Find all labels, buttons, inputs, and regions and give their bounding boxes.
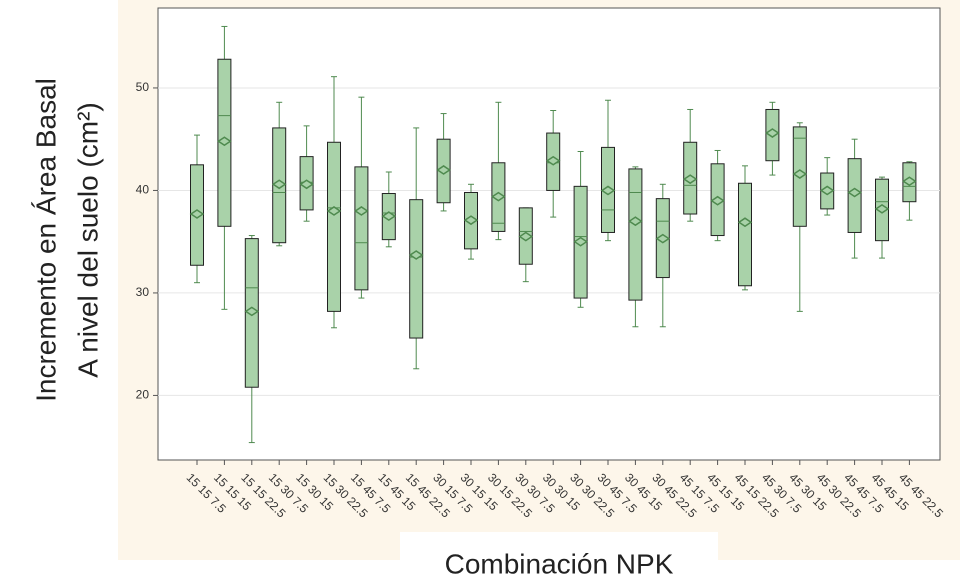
mean-marker (765, 128, 780, 138)
mean-marker (847, 187, 862, 198)
box (628, 168, 643, 301)
box (409, 199, 424, 339)
mean-marker (682, 174, 698, 185)
mean-marker (189, 209, 205, 219)
x-axis-label: Combinación NPK (445, 548, 674, 579)
box (327, 141, 341, 312)
mean-marker (710, 195, 725, 206)
mean-marker (902, 176, 917, 187)
mean-marker (244, 306, 260, 317)
y-tick-label: 30 (136, 285, 150, 299)
mean-marker (271, 179, 287, 190)
mean-marker (819, 185, 835, 196)
mean-marker (491, 191, 506, 202)
mean-marker (518, 231, 534, 242)
box (354, 166, 369, 291)
mean-marker (299, 179, 314, 190)
mean-marker (463, 215, 479, 226)
mean-marker (737, 217, 753, 228)
plot-area (157, 7, 941, 461)
mean-marker (326, 206, 342, 216)
y-axis-label: A nivel del suelo (cm²) (72, 102, 103, 377)
box (738, 182, 752, 287)
y-tick-label: 40 (136, 183, 150, 197)
mean-marker (545, 155, 561, 166)
mean-marker (628, 216, 643, 227)
y-axis-label: Incremento en Área Basal (30, 78, 61, 402)
mean-marker (874, 203, 890, 214)
x-label-bg (400, 532, 718, 588)
y-tick-label: 20 (136, 388, 150, 402)
mean-marker (381, 211, 397, 221)
mean-marker (655, 233, 671, 244)
mean-marker (217, 136, 232, 147)
y-tick-label: 50 (136, 80, 150, 94)
mean-marker (600, 185, 616, 196)
mean-marker (436, 165, 451, 175)
mean-marker (408, 250, 424, 260)
mean-marker (573, 236, 588, 247)
mean-marker (354, 206, 369, 216)
mean-marker (792, 169, 808, 179)
